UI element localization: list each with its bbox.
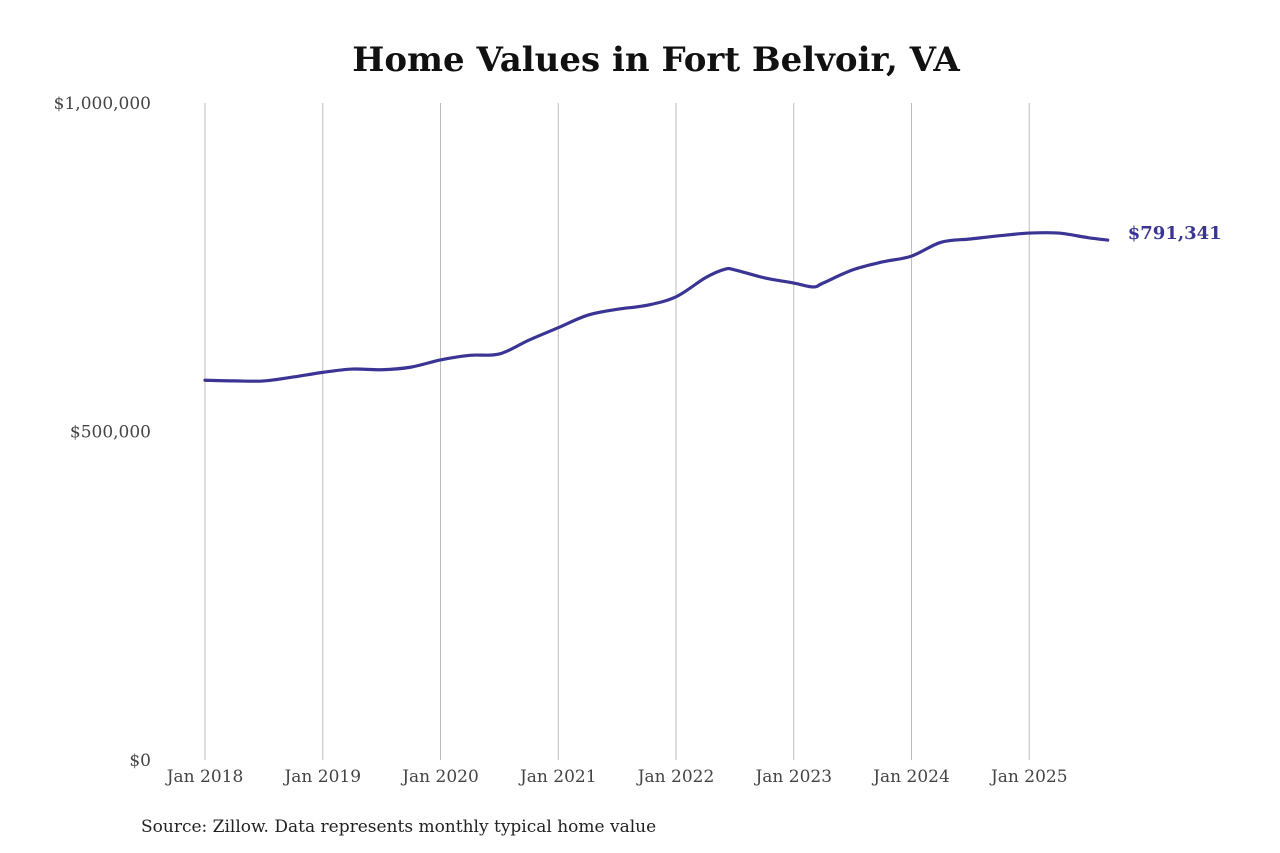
data-point	[733, 268, 737, 272]
x-tick-label: Jan 2024	[871, 767, 950, 787]
x-tick-label: Jan 2022	[636, 767, 715, 787]
x-tick-label: Jan 2023	[753, 767, 832, 787]
data-point	[380, 368, 383, 371]
data-point	[998, 234, 1002, 237]
x-tick-label: Jan 2019	[282, 767, 361, 787]
data-point	[557, 326, 560, 329]
data-point	[615, 308, 619, 311]
data-point	[233, 379, 236, 383]
data-point	[1106, 238, 1109, 242]
data-point	[409, 365, 413, 369]
data-point	[704, 276, 707, 279]
data-point	[1086, 236, 1090, 239]
data-point	[812, 285, 815, 289]
data-point	[723, 268, 727, 271]
data-point	[1028, 231, 1031, 235]
data-point	[350, 367, 354, 371]
x-tick-label: Jan 2018	[165, 767, 244, 787]
data-point	[262, 379, 266, 383]
data-point	[527, 338, 531, 342]
data-point	[969, 237, 972, 241]
data-point	[1057, 231, 1060, 235]
data-point	[910, 254, 913, 258]
data-point	[498, 352, 501, 356]
end-value-label: $791,341	[1128, 223, 1222, 244]
data-point	[939, 241, 943, 244]
y-tick-label: $1,000,000	[54, 94, 151, 114]
series-line	[203, 231, 1110, 383]
data-point	[292, 375, 295, 379]
source-note: Source: Zillow. Data represents monthly …	[141, 817, 657, 837]
chart-title: Home Values in Fort Belvoir, VA	[352, 40, 960, 80]
data-point	[645, 304, 648, 307]
x-tick-label: Jan 2020	[400, 767, 479, 787]
data-point	[586, 314, 589, 317]
x-tick-label: Jan 2025	[989, 767, 1068, 787]
data-point	[439, 358, 442, 362]
data-point	[468, 354, 472, 357]
data-point	[321, 371, 324, 374]
y-tick-label: $500,000	[70, 423, 151, 443]
data-point	[851, 268, 854, 272]
data-point	[674, 295, 678, 299]
x-tick-label: Jan 2021	[518, 767, 597, 787]
data-point	[880, 260, 884, 264]
y-tick-label: $0	[129, 751, 151, 771]
data-point	[763, 276, 766, 279]
data-point	[203, 379, 207, 382]
data-point	[792, 281, 795, 285]
data-point	[821, 281, 825, 285]
